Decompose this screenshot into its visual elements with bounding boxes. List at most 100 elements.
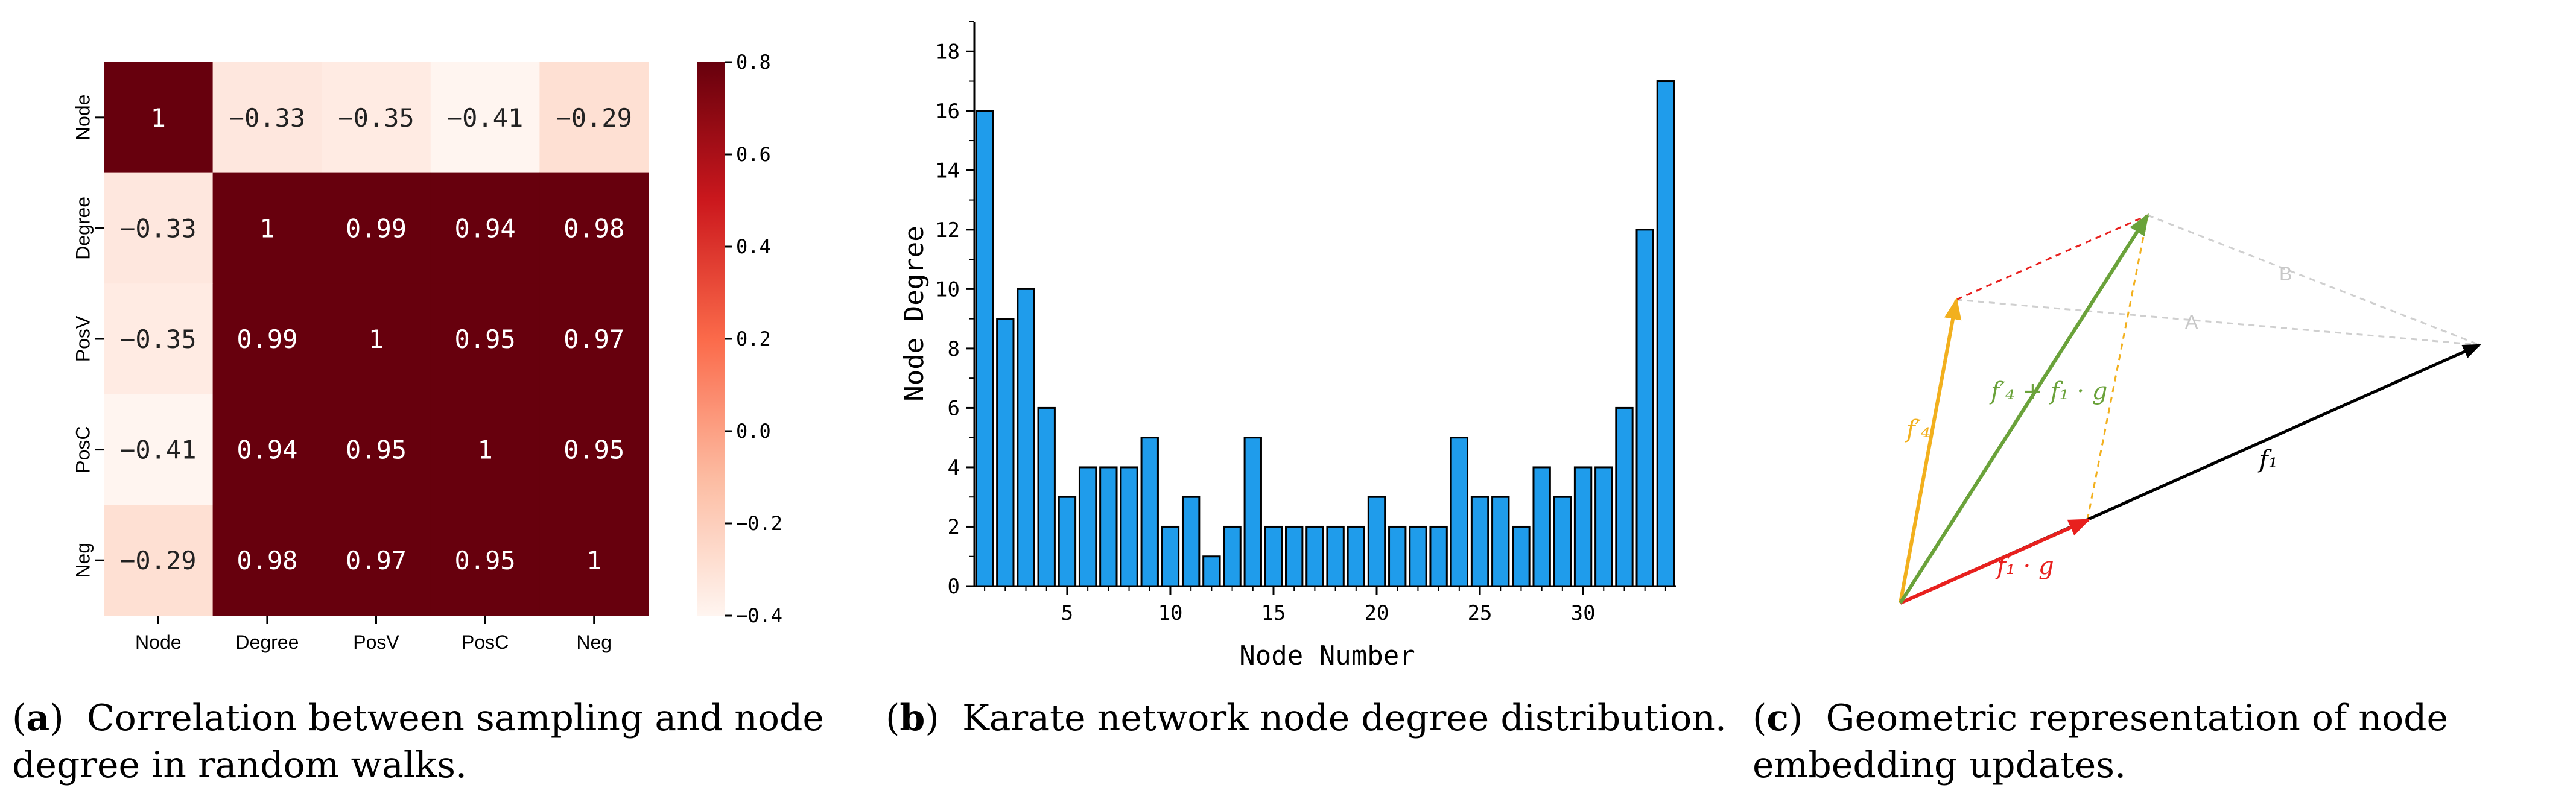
vector-diagram-panel: A B f′₄ f′₄ + f₁ · g f₁ f₁ · g — [1899, 213, 2481, 605]
label-sum: f′₄ + f₁ · g — [1989, 377, 2107, 405]
heatmap-value-label: 0.94 — [455, 213, 516, 243]
bar — [1305, 525, 1324, 587]
heatmap-value-label: 0.97 — [346, 546, 407, 575]
heatmap-value-label: 1 — [151, 103, 166, 133]
heatmap-value-label: −0.41 — [447, 103, 523, 133]
colorbar-tick-label: −0.4 — [736, 604, 782, 627]
bar — [1243, 437, 1262, 587]
x-axis-label: Node Number — [1239, 640, 1415, 671]
label-b: B — [2279, 263, 2292, 285]
caption-a-label: a — [26, 697, 50, 739]
label-f4prime: f′₄ — [1905, 415, 1930, 443]
caption-c: (c) Geometric representation of node emb… — [1753, 697, 2448, 786]
axes: 0 2 4 6 8 10 12 14 16 18 5 10 15 20 25 30 — [935, 21, 1676, 625]
label-f1: f₁ — [2257, 446, 2278, 473]
x-tick-label: 15 — [1261, 601, 1286, 625]
colorbar-tick-label: −0.2 — [736, 512, 782, 535]
bar — [1491, 496, 1510, 587]
heatmap-value-label: 0.95 — [455, 546, 516, 575]
bar — [1347, 525, 1365, 587]
heatmap-cell — [104, 62, 214, 174]
bar — [1285, 525, 1304, 587]
colorbar-tick-label: 0.4 — [736, 235, 771, 258]
bar — [1058, 496, 1077, 587]
colorbar-tick-label: 0.6 — [736, 143, 771, 166]
x-tick-label: 5 — [1061, 601, 1073, 625]
bar — [1037, 406, 1056, 587]
heatmap-value-label: −0.35 — [120, 324, 196, 354]
y-tick-label: 6 — [948, 396, 960, 420]
heatmap-cell — [322, 62, 431, 174]
heatmap-cell — [104, 172, 214, 284]
column-label: PosV — [353, 631, 399, 653]
y-tick-label: 12 — [935, 218, 960, 242]
heatmap-cell — [539, 505, 649, 616]
bar — [1223, 525, 1242, 587]
row-label: Node — [72, 95, 94, 141]
heatmap-cell — [104, 283, 214, 395]
heatmap-cell — [539, 62, 649, 174]
heatmap-value-label: −0.33 — [229, 103, 305, 133]
bar — [1120, 466, 1138, 587]
heatmap-value-label: −0.35 — [338, 103, 414, 133]
row-label: Neg — [72, 543, 94, 578]
heatmap-cell — [212, 394, 322, 505]
x-tick-label: 30 — [1571, 601, 1596, 625]
heatmap-cell — [322, 505, 431, 616]
y-tick-label: 14 — [935, 159, 960, 183]
row-label: PosV — [72, 315, 94, 362]
colorbar-tick-label: 0.8 — [736, 51, 771, 74]
bar — [1099, 466, 1118, 587]
row-label: PosC — [72, 426, 94, 473]
guide-line-a — [1956, 298, 2480, 346]
heatmap-value-label: −0.33 — [120, 213, 196, 243]
bar — [1388, 525, 1407, 587]
bar — [996, 318, 1015, 587]
bar — [1264, 525, 1283, 587]
bar — [1140, 437, 1159, 587]
column-label: PosC — [462, 631, 509, 653]
heatmap-column-labels: Node Degree PosV PosC Neg — [135, 616, 612, 653]
heatmap-cell — [539, 172, 649, 284]
bars — [975, 80, 1675, 587]
heatmap-cell — [322, 394, 431, 505]
column-label: Degree — [235, 631, 299, 653]
caption-a-text: Correlation between sampling and node de… — [12, 697, 824, 786]
heatmap-value-label: 1 — [259, 213, 274, 243]
heatmap-cell — [322, 283, 431, 395]
heatmap-cells: 1 −0.33 −0.35 −0.41 −0.29 −0.33 1 0.99 0.94 0.98 −… — [104, 62, 649, 616]
y-tick-label: 4 — [948, 456, 960, 480]
heatmap-value-label: −0.41 — [120, 435, 196, 465]
dashed-red-line — [1956, 214, 2148, 301]
bar — [1161, 525, 1180, 587]
heatmap-cell — [430, 172, 540, 284]
x-tick-label: 25 — [1468, 601, 1493, 625]
bar — [1078, 466, 1097, 587]
bar — [1656, 80, 1675, 587]
heatmap-cell — [212, 172, 322, 284]
heatmap-value-label: 1 — [369, 324, 384, 354]
heatmap-cell — [104, 394, 214, 505]
heatmap-value-label: 0.99 — [236, 324, 297, 354]
column-label: Node — [135, 631, 182, 653]
dashed-orange-line — [2086, 215, 2149, 520]
heatmap-cell — [212, 62, 322, 174]
bar — [1594, 466, 1613, 587]
y-tick-label: 8 — [948, 337, 960, 361]
heatmap-value-label: 0.94 — [236, 435, 297, 465]
heatmap-value-label: 0.95 — [563, 435, 624, 465]
y-tick-label: 0 — [948, 575, 960, 599]
bar — [1615, 406, 1634, 587]
bar — [1202, 555, 1221, 587]
heatmap-value-label: −0.29 — [120, 546, 196, 575]
heatmap-cell — [430, 505, 540, 616]
bar — [1553, 496, 1572, 587]
heatmap-cell — [322, 172, 431, 284]
heatmap-panel: 1 −0.33 −0.35 −0.41 −0.29−0.33 1 0.99 0.94 0.98−… — [72, 51, 782, 653]
f1g-vector — [1899, 518, 2091, 605]
heatmap-value-label: 1 — [586, 546, 601, 575]
f4prime-vector — [1899, 297, 1962, 604]
bar — [1429, 525, 1448, 587]
heatmap-value-label: 0.98 — [236, 546, 297, 575]
